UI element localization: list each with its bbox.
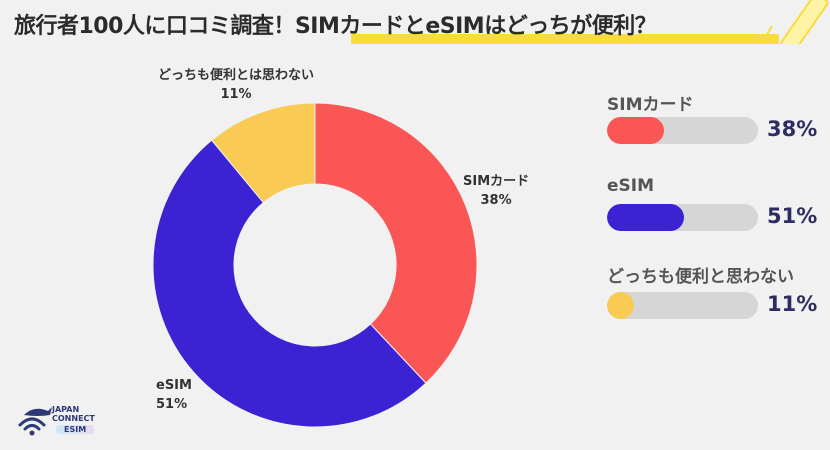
legend-item-esim: eSIM 51% xyxy=(607,176,822,231)
donut-slice-1 xyxy=(152,139,427,428)
title-prefix: 旅行者100人に口コミ調査！ xyxy=(14,14,295,39)
legend-percent: 11% xyxy=(767,292,818,316)
legend-percent: 38% xyxy=(767,117,818,141)
wifi-whale-icon xyxy=(18,407,52,436)
legend-item-sim: SIMカード 38% xyxy=(607,90,822,144)
legend-item-neither: どっちも便利と思わない 11% xyxy=(607,262,822,319)
legend-bar-fill xyxy=(607,117,665,144)
title-highlight-bar xyxy=(351,34,779,44)
donut-hole xyxy=(234,184,396,346)
logo-line-1: JAPAN xyxy=(52,405,80,414)
legend-bar-track xyxy=(607,292,758,319)
logo-esim-badge: ESIM xyxy=(56,425,95,434)
legend-label: SIMカード xyxy=(607,95,694,115)
slice-label-neither: どっちも便利とは思わない 11% xyxy=(158,68,315,102)
legend-bar-fill xyxy=(607,292,634,319)
chart-title: 旅行者100人に口コミ調査！SIMカードとeSIMはどっちが便利？ xyxy=(14,8,779,44)
slice-label-esim: eSIM 51% xyxy=(156,378,192,412)
legend-bar-fill xyxy=(607,204,684,231)
title-highlight: SIMカードとeSIMはどっちが便利？ xyxy=(294,14,657,39)
legend-bar-track xyxy=(607,117,758,144)
legend-label: eSIM xyxy=(607,176,655,196)
legend-percent: 51% xyxy=(767,204,818,228)
legend-bar-track xyxy=(607,204,758,231)
slice-label-sim: SIMカード 38% xyxy=(463,174,530,208)
logo-line-2: CONNECT xyxy=(52,414,95,423)
brand-logo: JAPAN CONNECT ESIM xyxy=(14,403,104,441)
legend-label: どっちも便利と思わない xyxy=(607,267,794,287)
